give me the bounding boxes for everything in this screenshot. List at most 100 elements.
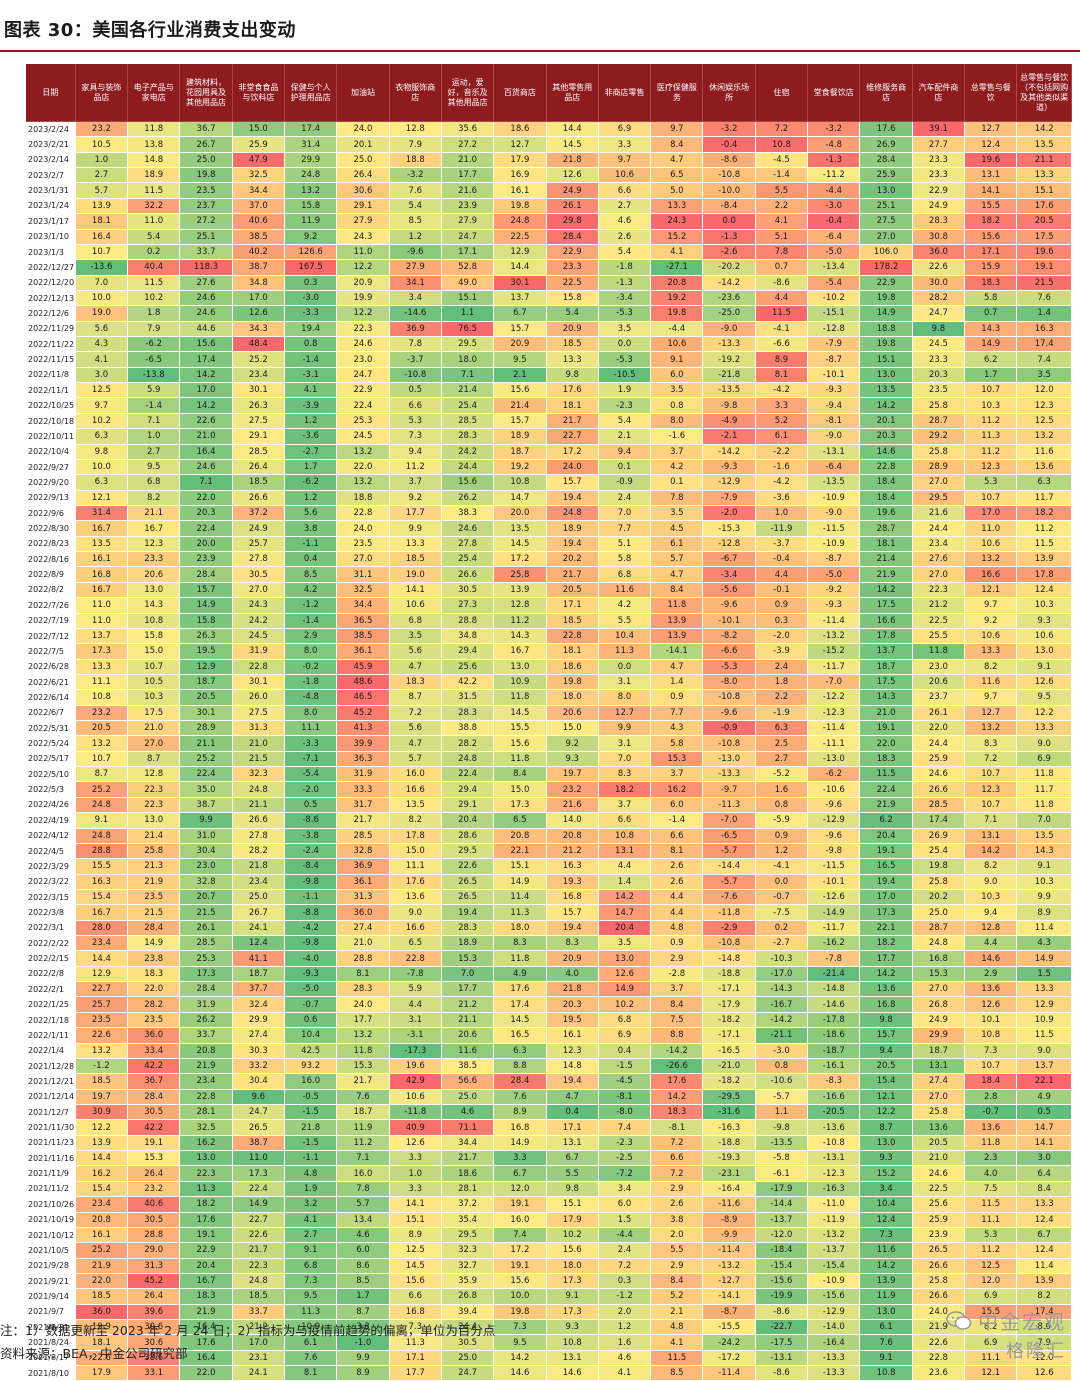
value-cell: 2.8	[964, 1089, 1018, 1105]
value-cell: 1.7	[964, 367, 1018, 383]
value-cell: 3.7	[650, 981, 704, 997]
value-cell: 19.0	[75, 305, 129, 322]
value-cell: 16.1	[75, 1227, 129, 1243]
value-cell: 22.8	[859, 459, 913, 475]
value-cell: -6.5	[702, 828, 756, 844]
value-cell: -4.2	[284, 920, 338, 936]
value-cell: 8.8	[650, 1027, 704, 1044]
table-row: 2022/11/1 12.5 5.9 17.0 30.1 4.1 22.9 0.5 21.4 15…	[26, 382, 1072, 398]
value-cell: -0.4	[702, 136, 756, 153]
value-cell: 18.9	[493, 428, 547, 445]
value-cell: 25.3	[179, 950, 233, 967]
value-cell: 34.8	[232, 275, 285, 291]
value-cell: 13.1	[546, 1135, 599, 1151]
value-cell: 14.2	[493, 1350, 547, 1366]
value-cell: 29.9	[912, 1027, 966, 1044]
value-cell: 13.9	[650, 613, 704, 629]
date-cell: 2023/1/31	[26, 182, 76, 199]
value-cell: 18.7	[179, 674, 233, 690]
table-row: 2022/10/25 9.7 -1.4 14.2 26.3 -3.9 22.4 6.6 25.4…	[26, 397, 1072, 414]
value-cell: 27.0	[912, 566, 966, 583]
value-cell: 8.6	[336, 1258, 390, 1274]
value-cell: -31.6	[702, 1104, 756, 1120]
value-cell: 16.8	[546, 889, 599, 905]
date-cell: 2022/5/31	[26, 720, 76, 736]
value-cell: 18.2	[859, 935, 913, 951]
table-row: 2022/8/9 16.8 20.6 28.4 30.5 8.5 31.1 19.0 26.6 2…	[26, 566, 1072, 583]
value-cell: -3.2	[807, 121, 861, 137]
value-cell: 11.5	[964, 1196, 1018, 1213]
value-cell: 34.4	[336, 597, 390, 613]
date-cell: 2022/10/11	[26, 428, 76, 445]
value-cell: 30.6	[127, 1319, 181, 1335]
value-cell: 39.4	[441, 1304, 495, 1320]
value-cell: 4.9	[493, 966, 547, 982]
value-cell: 16.6	[964, 566, 1018, 583]
table-row: 2022/2/8 12.9 18.3 17.3 18.7 -9.3 8.1 -7.8 7.0 4.…	[26, 966, 1072, 982]
date-cell: 2023/1/24	[26, 198, 76, 214]
value-cell: 22.8	[179, 1089, 233, 1105]
value-cell: 17.9	[75, 1365, 129, 1381]
table-row: 2022/8/30 16.7 16.7 22.4 24.9 3.8 24.0 9.9 24.6 1…	[26, 520, 1072, 537]
value-cell: 10.7	[75, 244, 129, 260]
value-cell: 31.9	[179, 996, 233, 1013]
value-cell: 23.5	[179, 182, 233, 199]
value-cell: 17.2	[546, 444, 599, 460]
column-header: 加油站	[336, 64, 390, 122]
value-cell: 27.8	[441, 536, 495, 552]
value-cell: -5.3	[598, 351, 652, 368]
value-cell: 31.9	[336, 766, 390, 782]
value-cell: 12.2	[75, 1119, 129, 1136]
value-cell: -2.6	[702, 244, 756, 260]
value-cell: 36.1	[336, 643, 390, 660]
value-cell: 26.5	[232, 1119, 285, 1136]
value-cell: 25.8	[912, 1273, 966, 1289]
value-cell: 6.2	[859, 812, 913, 829]
value-cell: -10.8	[702, 167, 756, 183]
value-cell: 6.9	[598, 121, 652, 137]
value-cell: 19.4	[284, 321, 338, 337]
value-cell: -1.4	[755, 167, 809, 183]
value-cell: 14.3	[964, 321, 1018, 337]
value-cell: 26.5	[912, 1242, 966, 1259]
value-cell: 16.3	[1016, 321, 1072, 337]
value-cell: 38.3	[441, 505, 495, 521]
date-cell: 2022/7/5	[26, 643, 76, 660]
value-cell: 24.4	[441, 1319, 495, 1335]
value-cell: 12.4	[232, 935, 285, 951]
value-cell: 15.1	[859, 351, 913, 368]
table-row: 2022/9/13 12.1 8.2 22.0 26.6 1.2 18.8 9.2 26.2 14…	[26, 490, 1072, 506]
value-cell: 20.9	[493, 336, 547, 352]
value-cell: -15.2	[807, 643, 861, 660]
value-cell: 23.5	[127, 889, 181, 905]
value-cell: 15.6	[441, 474, 495, 491]
value-cell: 19.4	[546, 920, 599, 936]
value-cell: 15.4	[859, 1073, 913, 1090]
date-cell: 2021/12/14	[26, 1089, 76, 1105]
value-cell: 14.9	[598, 981, 652, 997]
value-cell: 17.4	[1016, 1304, 1072, 1320]
value-cell: 12.3	[1016, 397, 1072, 414]
value-cell: -4.1	[755, 321, 809, 337]
table-row: 2022/12/27 -13.6 40.4 118.3 38.7 167.5 12.2 27.…	[26, 259, 1072, 276]
value-cell: 26.7	[179, 136, 233, 153]
value-cell: 22.0	[127, 981, 181, 997]
value-cell: 8.4	[493, 766, 547, 782]
value-cell: 9.7	[598, 152, 652, 168]
value-cell: 2.4	[598, 1242, 652, 1259]
value-cell: 0.9	[650, 935, 704, 951]
table-row: 2021/9/28 21.9 31.3 20.4 22.3 6.8 8.6 14.5 32.7 1…	[26, 1258, 1072, 1274]
value-cell: 36.7	[127, 1073, 181, 1090]
value-cell: -10.9	[807, 536, 861, 552]
value-cell: 18.2	[964, 213, 1018, 230]
column-header: 总零售与餐饮	[964, 64, 1018, 122]
value-cell: -16.4	[807, 1334, 861, 1351]
value-cell: 23.4	[232, 874, 285, 890]
value-cell: 2.6	[598, 229, 652, 245]
value-cell: 27.9	[336, 213, 390, 230]
value-cell: 25.8	[127, 843, 181, 859]
value-cell: 21.4	[493, 397, 547, 414]
value-cell: 1.8	[127, 305, 181, 322]
value-cell: 17.7	[441, 167, 495, 183]
value-cell: -8.2	[702, 628, 756, 644]
